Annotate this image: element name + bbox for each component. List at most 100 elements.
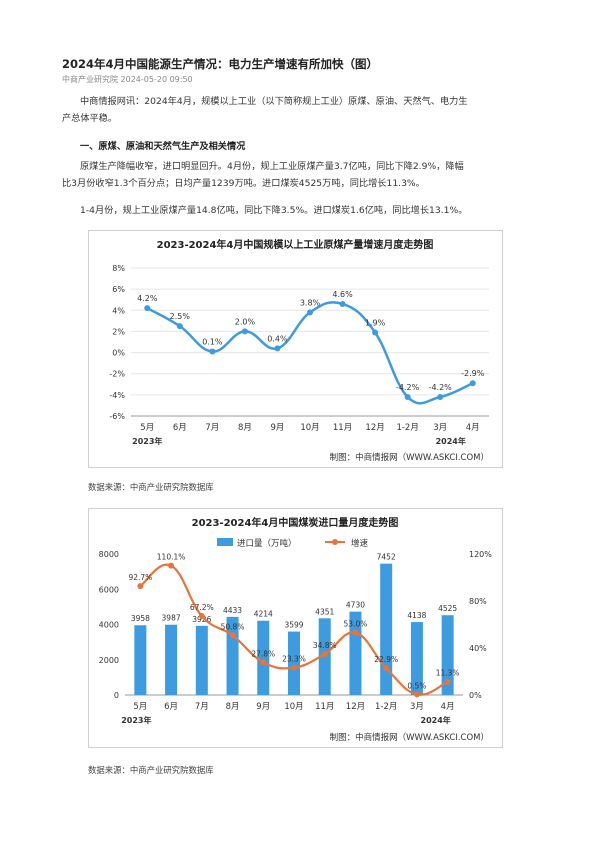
growth-point xyxy=(260,659,267,666)
bar-label: 4525 xyxy=(438,604,457,613)
bar xyxy=(288,631,300,695)
growth-point xyxy=(168,562,175,569)
bar xyxy=(195,625,208,695)
data-point xyxy=(274,345,281,352)
coal-line-1: 原煤生产降幅收窄，进口明显回升。4月份，规上工业原煤产量3.7亿吨，同比下降2.… xyxy=(80,161,464,172)
y-left-tick-label: 6000 xyxy=(99,585,119,594)
y-right-tick-label: 40% xyxy=(469,644,487,653)
year-label: 2024年 xyxy=(436,436,466,446)
y-tick-label: 4% xyxy=(112,306,125,315)
data-label: -2.9% xyxy=(461,369,485,378)
y-right-tick-label: 0% xyxy=(469,691,482,700)
growth-point xyxy=(413,691,420,698)
growth-label: 22.9% xyxy=(374,655,398,664)
data-label: 2.5% xyxy=(170,312,191,321)
data-point xyxy=(469,380,476,387)
y-left-tick-label: 2000 xyxy=(99,656,119,665)
legend-bar-label: 进口量（万吨） xyxy=(237,538,297,549)
y-tick-label: 8% xyxy=(112,264,125,273)
article-title: 2024年4月中国能源生产情况：电力生产增速有所加快（图） xyxy=(62,57,379,71)
data-point xyxy=(404,393,411,400)
coal-output-growth-svg: 2023-2024年4月中国规模以上工业原煤产量增速月度走势图 8% 6% 4% 2%… xyxy=(109,238,489,463)
bar-label: 4214 xyxy=(254,610,273,619)
growth-point xyxy=(383,665,390,672)
coal-output-growth-chart: 2023-2024年4月中国规模以上工业原煤产量增速月度走势图 8% 6% 4% 2%… xyxy=(88,230,503,468)
section-heading: 一、原煤、原油和天然气生产及相关情况 xyxy=(80,141,246,152)
x-tick-label: 4月 xyxy=(466,423,480,433)
data-label: 4.2% xyxy=(137,294,158,303)
x-tick-label: 1-2月 xyxy=(396,423,418,433)
data-point xyxy=(144,305,151,312)
growth-point xyxy=(137,583,144,590)
growth-label: 67.2% xyxy=(190,603,214,612)
x-tick-label: 3月 xyxy=(410,702,424,712)
data-point xyxy=(241,328,248,335)
data-label: 4.6% xyxy=(332,290,353,299)
growth-point xyxy=(444,678,451,685)
data-point xyxy=(176,323,183,330)
y-tick-label: 6% xyxy=(112,285,125,294)
data-point xyxy=(372,329,379,336)
x-tick-label: 3月 xyxy=(433,423,447,433)
growth-point xyxy=(291,664,297,671)
data-label: 0.1% xyxy=(202,338,223,347)
y-left-tick-label: 4000 xyxy=(99,621,119,630)
data-point xyxy=(339,300,346,307)
y-left-tick-label: 8000 xyxy=(99,550,119,559)
growth-label: 50.8% xyxy=(221,622,245,631)
x-tick-label: 9月 xyxy=(256,702,270,712)
y-tick-label: -4% xyxy=(109,391,125,400)
bar xyxy=(134,625,147,695)
y-tick-label: -2% xyxy=(109,370,125,379)
data-label: 2.0% xyxy=(235,317,256,326)
y-left-tick-label: 0 xyxy=(114,691,119,700)
bar-label: 3987 xyxy=(162,614,181,623)
data-label: -4.2% xyxy=(396,383,420,392)
growth-label: 110.1% xyxy=(157,553,186,562)
bar-label: 3599 xyxy=(284,621,303,630)
coal-line-2: 比3月份收窄1.3个百分点；日均产量1239万吨。进口煤炭4525万吨，同比增长… xyxy=(62,178,425,189)
coal-import-chart: 2023-2024年4月中国煤炭进口量月度走势图 进口量（万吨） 增速 8000… xyxy=(88,508,503,748)
chart-credit: 制图：中商情报网（WWW.ASKCI.COM） xyxy=(330,452,489,463)
x-tick-label: 8月 xyxy=(238,423,252,433)
legend-bar-swatch xyxy=(217,538,233,546)
legend-line-label: 增速 xyxy=(351,538,369,549)
bar-label: 3926 xyxy=(192,615,211,624)
growth-label: 92.7% xyxy=(128,573,152,582)
growth-label: 23.3% xyxy=(282,655,306,664)
data-label: -4.2% xyxy=(429,383,453,392)
x-tick-label: 8月 xyxy=(226,702,240,712)
source-note-1: 数据来源：中商产业研究院数据库 xyxy=(88,482,214,492)
intro-paragraph: 中商情报网讯：2024年4月，规模以上工业（以下简称规上工业）原煤、原油、天然气… xyxy=(62,93,540,127)
x-tick-label: 5月 xyxy=(140,423,154,433)
legend: 进口量（万吨） 增速 xyxy=(217,538,369,549)
year-label: 2023年 xyxy=(132,436,162,446)
y-right-tick-label: 80% xyxy=(469,597,487,606)
growth-point xyxy=(321,651,328,658)
bar xyxy=(257,620,270,695)
coal-paragraph: 原煤生产降幅收窄，进口明显回升。4月份，规上工业原煤产量3.7亿吨，同比下降2.… xyxy=(62,158,540,192)
bar-label: 4138 xyxy=(407,611,426,620)
bar xyxy=(441,615,454,695)
y-tick-label: -6% xyxy=(109,412,125,421)
growth-label: 34.8% xyxy=(313,641,337,650)
data-label: 1.9% xyxy=(365,318,386,327)
x-tick-label: 7月 xyxy=(205,423,219,433)
growth-point xyxy=(229,632,236,639)
growth-label: 27.8% xyxy=(251,649,275,658)
bar xyxy=(410,622,423,695)
y-tick-label: 2% xyxy=(112,327,125,336)
data-point xyxy=(209,348,216,355)
bar-label: 4730 xyxy=(346,601,365,610)
chart-title: 2023-2024年4月中国规模以上工业原煤产量增速月度走势图 xyxy=(157,238,434,251)
growth-point xyxy=(352,629,359,636)
article-meta: 中商产业研究院 2024-05-20 09:50 xyxy=(62,75,193,84)
coal-import-svg: 2023-2024年4月中国煤炭进口量月度走势图 进口量（万吨） 增速 8000… xyxy=(99,516,493,743)
ytd-line: 1-4月份，规上工业原煤产量14.8亿吨，同比下降3.5%。进口煤炭1.6亿吨，… xyxy=(80,205,468,216)
growth-point xyxy=(198,613,205,620)
year-label: 2023年 xyxy=(121,715,151,725)
ytd-paragraph: 1-4月份，规上工业原煤产量14.8亿吨，同比下降3.5%。进口煤炭1.6亿吨，… xyxy=(62,202,540,219)
x-tick-label: 11月 xyxy=(333,423,352,433)
bar xyxy=(380,563,393,695)
x-tick-label: 12月 xyxy=(365,423,384,433)
